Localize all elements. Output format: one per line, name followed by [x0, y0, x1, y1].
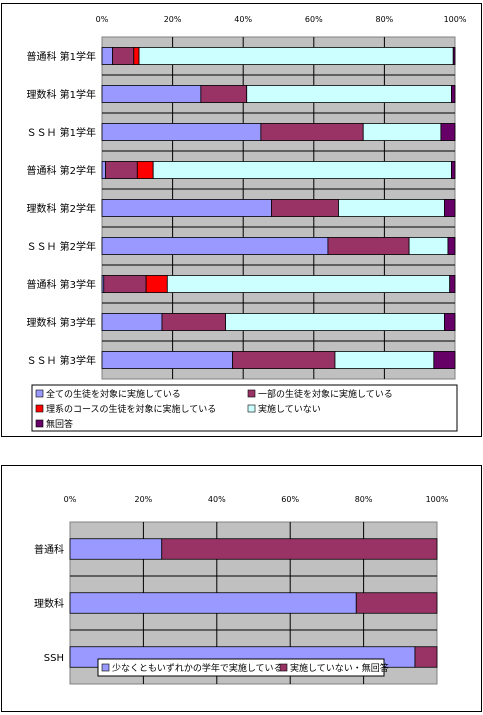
chart-1-bar-segment-5	[433, 351, 456, 369]
chart-1-legend-swatch-4	[247, 404, 256, 413]
chart-1-bar-segment-3	[133, 47, 140, 65]
chart-2-legend-swatch-2	[279, 663, 288, 672]
chart-1-bar-segment-2	[271, 199, 339, 217]
chart-2-category-label: 普通科	[34, 543, 64, 556]
chart-1-bar-segment-4	[408, 237, 449, 255]
chart-1-x-tick-label: 0%	[96, 15, 109, 24]
chart-2-bar-segment-1	[69, 538, 163, 560]
chart-1-bar-segment-1	[101, 351, 234, 369]
chart-1-category-label: 普通科 第2学年	[26, 164, 96, 177]
chart-2-legend-swatch-1	[101, 663, 110, 672]
chart-1-bar-segment-1	[101, 47, 113, 65]
chart-1-bar-segment-3	[136, 161, 154, 179]
chart-1-bar-segment-4	[138, 47, 454, 65]
chart-1-bar-segment-1	[101, 123, 262, 141]
chart-1-bar-segment-5	[444, 313, 456, 331]
chart-2-frame: 0% 20% 40% 60% 80% 100% 普通科理数科 SSH 少なくともいずれかの学年で…	[1, 465, 482, 712]
chart-1-legend-label-4: 実施していない	[258, 403, 321, 415]
chart-1-bar-segment-5	[440, 123, 456, 141]
chart-1-bar-segment-5	[451, 85, 456, 103]
chart-2-bar-segment-2	[355, 592, 438, 614]
chart-2-legend	[97, 658, 385, 677]
chart-1-bar-segment-2	[105, 161, 138, 179]
chart-1-x-tick-label: 20%	[164, 15, 182, 24]
chart-1-x-tick-label: 80%	[376, 15, 394, 24]
chart-1-bar-segment-1	[101, 199, 272, 217]
chart-1-bar-segment-3	[145, 275, 168, 293]
chart-1-x-tick-label: 60%	[305, 15, 323, 24]
chart-1-legend-label-2: 一部の生徒を対象に実施している	[258, 388, 393, 400]
chart-1-category-label: 理数科 第1学年	[26, 88, 96, 101]
chart-1-bar-segment-4	[166, 275, 451, 293]
chart-1-bar-segment-5	[452, 47, 456, 65]
chart-1-bar-segment-4	[246, 85, 452, 103]
chart-1-bar-segment-5	[444, 199, 456, 217]
chart-2-bar-segment-1	[69, 592, 357, 614]
chart-1-x-tick-label: 100%	[444, 15, 467, 24]
chart-1-bar-segment-1	[101, 85, 202, 103]
chart-1-x-tick-label: 40%	[234, 15, 252, 24]
chart-1-legend-label-3: 理系のコースの生徒を対象に実施している	[46, 403, 216, 415]
chart-1-legend-swatch-5	[35, 419, 44, 428]
chart-1-bar-segment-2	[260, 123, 364, 141]
chart-1-bar-segment-4	[152, 161, 452, 179]
chart-2-x-tick-label: 20%	[135, 495, 153, 504]
chart-1-bar-segment-4	[362, 123, 442, 141]
chart-1-category-label: ＳＳＨ 第2学年	[26, 240, 96, 253]
chart-1-bar-segment-1	[101, 313, 163, 331]
chart-2-category-label: SSH	[44, 653, 64, 664]
chart-2-x-tick-label: 100%	[426, 495, 449, 504]
chart-1-bar-segment-1	[101, 161, 106, 179]
chart-1-bar-segment-5	[451, 161, 456, 179]
chart-1-bar-segment-2	[161, 313, 226, 331]
chart-1-bar-segment-2	[103, 275, 147, 293]
chart-2-x-tick-label: 0%	[64, 495, 77, 504]
chart-1-category-label: ＳＳＨ 第1学年	[26, 126, 96, 139]
chart-2-bar-segment-2	[414, 646, 438, 668]
chart-1-bar-segment-4	[225, 313, 445, 331]
chart-1-legend-swatch-1	[35, 389, 44, 398]
chart-2-x-tick-label: 80%	[355, 495, 373, 504]
chart-1-bar-segment-5	[449, 275, 456, 293]
chart-1-bar-segment-4	[334, 351, 435, 369]
chart-1-legend-swatch-2	[247, 389, 256, 398]
chart-1-legend	[31, 384, 458, 432]
chart-1-bar-segment-4	[338, 199, 445, 217]
chart-1-bar-segment-2	[200, 85, 248, 103]
chart-1-bar-segment-1	[101, 237, 329, 255]
chart-2-legend-label-1: 少なくともいずれかの学年で実施している	[112, 662, 283, 674]
chart-1-category-label: 理数科 第3学年	[26, 316, 96, 329]
chart-2-category-label: 理数科	[34, 597, 64, 610]
chart-1-legend-label-1: 全ての生徒を対象に実施している	[46, 388, 181, 400]
chart-2-legend-label-2: 実施していない・無回答	[290, 662, 389, 674]
chart-1-category-label: 理数科 第2学年	[26, 202, 96, 215]
chart-1-bar-segment-5	[447, 237, 456, 255]
chart-2-x-tick-label: 40%	[208, 495, 226, 504]
chart-1-category-label: ＳＳＨ 第3学年	[26, 354, 96, 367]
chart-1-bar-segment-2	[327, 237, 410, 255]
chart-1-bar-segment-2	[232, 351, 336, 369]
chart-1-frame: 0% 20% 40% 60% 80% 100% 普通科 第1学年 理数科 第1学年 ＳＳＨ 第1…	[1, 3, 482, 437]
chart-1-bar-segment-2	[112, 47, 135, 65]
chart-1-legend-swatch-3	[35, 404, 44, 413]
chart-2-x-tick-label: 60%	[281, 495, 299, 504]
chart-1-legend-label-5: 無回答	[46, 418, 73, 430]
chart-1-category-label: 普通科 第1学年	[26, 50, 96, 63]
chart-2-bar-segment-2	[161, 538, 438, 560]
chart-1-category-label: 普通科 第3学年	[26, 278, 96, 291]
